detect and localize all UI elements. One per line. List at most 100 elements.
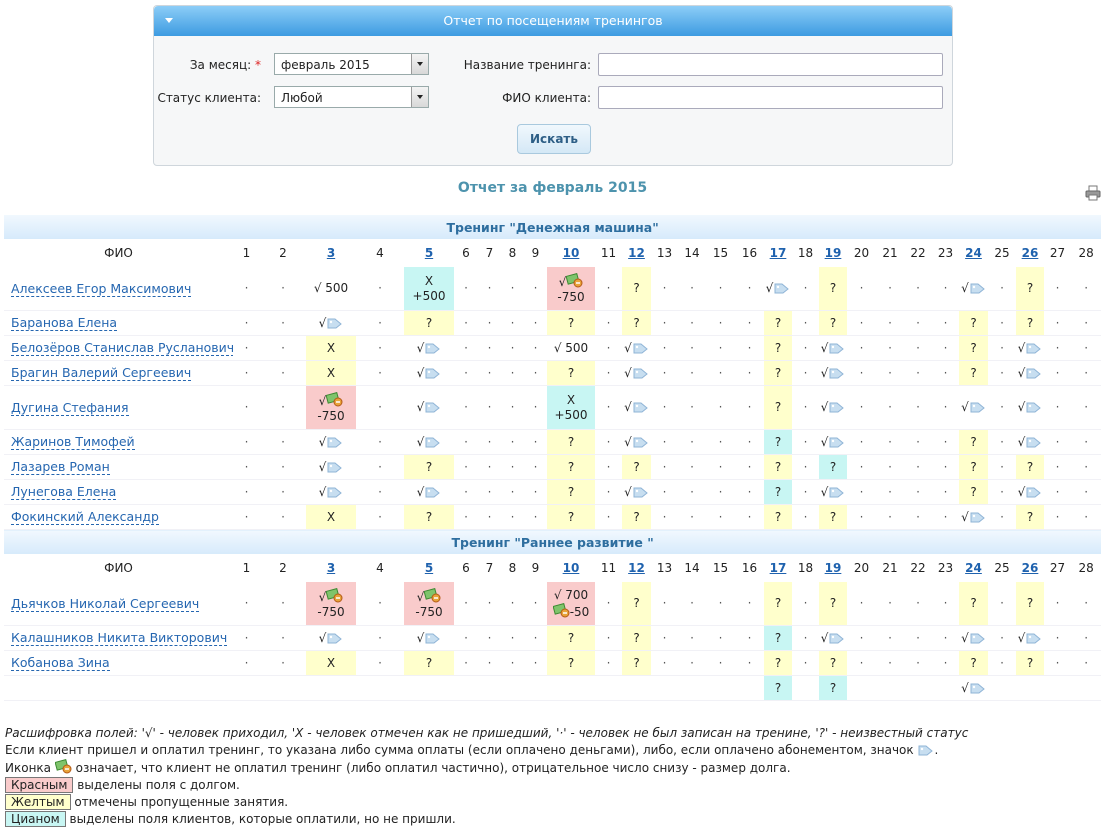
client-link[interactable]: Дугина Стефания xyxy=(11,399,129,416)
cell-mark: √ xyxy=(624,434,632,449)
search-button[interactable]: Искать xyxy=(517,124,591,154)
day-link[interactable]: 10 xyxy=(562,560,580,575)
day-cell: √ xyxy=(959,625,988,651)
day-cell: · xyxy=(501,625,524,651)
client-link[interactable]: Кобанова Зина xyxy=(11,655,110,671)
cell-mark: · xyxy=(464,281,468,295)
client-link[interactable]: Дьячков Николай Сергеевич xyxy=(11,595,200,612)
cell-amount: -750 xyxy=(557,289,585,304)
legend-line: Иконка означает, что клиент не оплатил т… xyxy=(5,758,1100,777)
client-link[interactable]: Фокинский Александр xyxy=(11,509,159,525)
day-link[interactable]: 3 xyxy=(326,560,336,575)
client-link[interactable]: Жаринов Тимофей xyxy=(11,434,135,450)
status-select[interactable]: Любой xyxy=(274,86,429,108)
day-cell: · xyxy=(233,310,260,336)
icon-image xyxy=(633,437,648,447)
day-link[interactable]: 17 xyxy=(769,560,787,575)
cell-line: √ xyxy=(959,631,988,646)
cell-line: ? xyxy=(1016,281,1044,296)
day-link[interactable]: 3 xyxy=(326,245,336,260)
subscription-icon xyxy=(632,341,649,355)
day-cell xyxy=(306,675,356,701)
day-link[interactable]: 26 xyxy=(1021,245,1039,260)
cell-mark: · xyxy=(1084,315,1089,330)
day-link[interactable]: 19 xyxy=(824,245,842,260)
day-link[interactable]: 5 xyxy=(424,560,434,575)
day-cell xyxy=(478,675,501,701)
day-header: 21 xyxy=(876,554,904,582)
client-link[interactable]: Алексеев Егор Максимович xyxy=(11,280,192,297)
client-link[interactable]: Калашников Никита Викторович xyxy=(11,630,228,646)
day-cell: · xyxy=(1071,335,1102,361)
cell-mark: · xyxy=(1055,596,1060,610)
day-cell: · xyxy=(904,360,932,386)
name-cell: Лазарев Роман xyxy=(4,454,233,480)
name-cell: Жаринов Тимофей xyxy=(4,429,233,455)
client-input[interactable] xyxy=(598,86,943,109)
day-link[interactable]: 12 xyxy=(628,560,645,575)
day-cell: ? xyxy=(959,360,988,386)
day-cell: · xyxy=(706,266,735,311)
day-cell: · xyxy=(524,385,547,430)
cell-mark: · xyxy=(1084,459,1089,474)
cell-mark: ? xyxy=(829,315,837,330)
cell-mark: · xyxy=(859,459,864,474)
cell-mark: · xyxy=(916,630,920,645)
cell-line: √ xyxy=(404,631,454,646)
day-cell: · xyxy=(356,266,404,311)
select-arrow[interactable] xyxy=(411,87,428,107)
collapse-icon[interactable] xyxy=(165,18,173,24)
cell-mark: · xyxy=(533,655,538,670)
day-header: 8 xyxy=(501,554,524,582)
client-link[interactable]: Лунегова Елена xyxy=(11,484,117,500)
day-link[interactable]: 5 xyxy=(424,245,434,260)
day-cell: · xyxy=(876,650,904,676)
select-arrow[interactable] xyxy=(411,54,428,74)
client-link[interactable]: Брагин Валерий Сергеевич xyxy=(11,365,192,381)
day-link[interactable]: 12 xyxy=(628,245,645,260)
day-link[interactable]: 19 xyxy=(824,560,842,575)
day-cell: ? xyxy=(959,335,988,361)
subscription-icon xyxy=(969,400,986,414)
yellow-swatch: Желтым xyxy=(5,794,71,810)
client-link[interactable]: Лазарев Роман xyxy=(11,459,110,475)
day-link[interactable]: 24 xyxy=(965,245,982,260)
day-link[interactable]: 10 xyxy=(562,245,580,260)
cell-mark: · xyxy=(943,655,948,670)
day-link[interactable]: 26 xyxy=(1021,560,1039,575)
cell-mark: ? xyxy=(970,315,977,330)
month-select[interactable]: февраль 2015 xyxy=(274,53,429,75)
cell-mark: · xyxy=(1084,281,1089,295)
day-header: 15 xyxy=(706,239,735,267)
cell-line: √ xyxy=(404,400,454,415)
client-link[interactable]: Баранова Елена xyxy=(11,315,118,331)
day-cell: ? xyxy=(547,650,595,676)
training-input[interactable] xyxy=(598,53,943,76)
day-number: 7 xyxy=(485,560,494,575)
day-cell: · xyxy=(454,310,478,336)
day-cell: · xyxy=(932,266,959,311)
cell-mark: · xyxy=(888,596,892,610)
day-cell: √ xyxy=(1016,335,1044,361)
cell-line: √ xyxy=(819,400,847,415)
day-link[interactable]: 17 xyxy=(769,245,787,260)
cell-mark: · xyxy=(487,400,492,414)
cell-line: ? xyxy=(764,656,792,671)
client-link[interactable]: Белозёров Станислав Русланович xyxy=(11,340,233,356)
day-cell: · xyxy=(932,650,959,676)
print-icon[interactable] xyxy=(1085,185,1101,201)
cell-line: √ xyxy=(622,366,651,381)
subscription-icon xyxy=(828,435,845,449)
day-cell: ? xyxy=(1016,454,1044,480)
panel-header[interactable]: Отчет по посещениям тренингов xyxy=(154,6,952,36)
icon-image xyxy=(425,487,441,497)
day-cell: ? xyxy=(622,650,651,676)
cell-mark: · xyxy=(606,365,611,380)
cell-mark: · xyxy=(803,434,808,449)
day-cell: √ xyxy=(306,454,356,480)
day-link[interactable]: 24 xyxy=(965,560,982,575)
day-cell: · xyxy=(735,625,764,651)
day-cell: · xyxy=(478,650,501,676)
cell-mark: √ xyxy=(961,509,969,524)
day-cell: ? xyxy=(819,310,847,336)
